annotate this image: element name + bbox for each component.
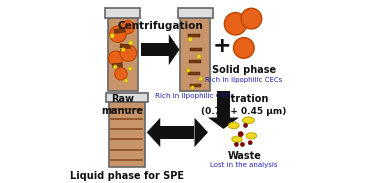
Ellipse shape bbox=[232, 136, 242, 142]
Circle shape bbox=[240, 142, 245, 147]
Bar bbox=[160, 126, 195, 139]
Circle shape bbox=[121, 48, 125, 52]
Bar bbox=[188, 34, 200, 37]
Bar bbox=[105, 8, 140, 18]
FancyBboxPatch shape bbox=[114, 28, 125, 34]
Bar bbox=[108, 18, 138, 91]
Polygon shape bbox=[208, 117, 239, 129]
Bar bbox=[178, 8, 212, 18]
Polygon shape bbox=[169, 34, 180, 65]
FancyBboxPatch shape bbox=[113, 63, 122, 68]
Bar bbox=[190, 85, 201, 87]
Circle shape bbox=[248, 141, 252, 145]
Bar bbox=[141, 43, 169, 56]
Circle shape bbox=[234, 38, 254, 58]
Bar bbox=[217, 91, 230, 117]
Bar bbox=[190, 48, 202, 51]
Text: Raw
manure: Raw manure bbox=[102, 94, 144, 116]
Circle shape bbox=[108, 51, 123, 66]
Circle shape bbox=[241, 8, 262, 29]
Circle shape bbox=[128, 67, 132, 70]
Polygon shape bbox=[195, 118, 208, 147]
Circle shape bbox=[186, 68, 190, 72]
Circle shape bbox=[191, 86, 194, 89]
Text: Centrifugation: Centrifugation bbox=[118, 21, 203, 31]
Bar bbox=[109, 102, 145, 167]
Text: Solid phase: Solid phase bbox=[212, 65, 276, 75]
Text: Waste: Waste bbox=[227, 151, 261, 161]
Text: Lost in the analysis: Lost in the analysis bbox=[211, 162, 278, 168]
Circle shape bbox=[129, 40, 133, 45]
Ellipse shape bbox=[246, 133, 257, 139]
Text: Rich in lipophilic CECs: Rich in lipophilic CECs bbox=[205, 77, 282, 83]
Circle shape bbox=[113, 65, 117, 69]
Ellipse shape bbox=[228, 122, 239, 129]
Text: +: + bbox=[212, 36, 231, 56]
Circle shape bbox=[224, 13, 247, 35]
Circle shape bbox=[110, 34, 115, 38]
Circle shape bbox=[121, 21, 134, 34]
Bar bbox=[189, 60, 201, 63]
Circle shape bbox=[199, 77, 203, 81]
Text: Liquid phase for SPE: Liquid phase for SPE bbox=[70, 171, 184, 181]
Circle shape bbox=[124, 79, 128, 82]
Circle shape bbox=[188, 37, 192, 41]
Circle shape bbox=[243, 123, 248, 128]
Circle shape bbox=[110, 26, 126, 42]
Circle shape bbox=[238, 132, 243, 137]
Polygon shape bbox=[147, 118, 160, 147]
Text: Filtration: Filtration bbox=[218, 94, 269, 104]
Bar bbox=[106, 93, 148, 102]
Circle shape bbox=[115, 68, 127, 80]
Circle shape bbox=[234, 142, 239, 147]
Bar bbox=[188, 72, 200, 75]
Text: Rich in lipophilic CECs: Rich in lipophilic CECs bbox=[155, 93, 235, 99]
Ellipse shape bbox=[243, 117, 254, 124]
Bar bbox=[180, 18, 210, 91]
Circle shape bbox=[120, 45, 136, 61]
FancyBboxPatch shape bbox=[120, 44, 130, 48]
Text: (0.70 + 0.45 μm): (0.70 + 0.45 μm) bbox=[201, 107, 286, 116]
Circle shape bbox=[197, 55, 201, 59]
